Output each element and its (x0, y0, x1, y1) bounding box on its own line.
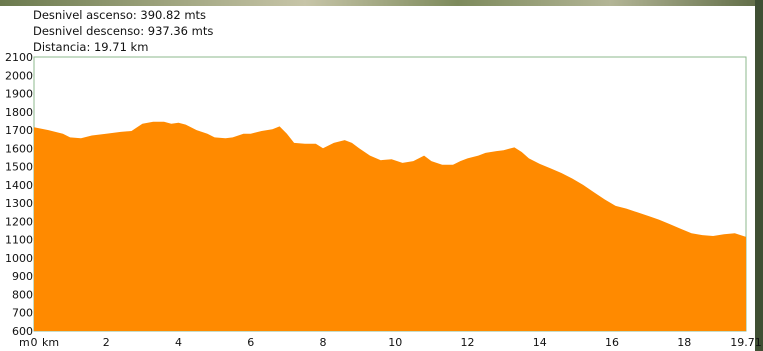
y-axis-unit-label: m (19, 336, 30, 349)
x-axis-ticks: 0 2 4 6 8 10 12 14 16 18 19.71 (31, 336, 762, 349)
y-tick-label: 1800 (5, 106, 33, 119)
y-tick-label: 1400 (5, 179, 33, 192)
y-tick-label: 1900 (5, 88, 33, 101)
background-photo-edge (755, 0, 763, 351)
y-tick-label: 900 (12, 270, 33, 283)
y-tick-label: 600 (12, 325, 33, 338)
distance-stat: Distancia: 19.71 km (33, 40, 149, 54)
x-tick-label: 2 (103, 336, 110, 349)
y-tick-label: 1200 (5, 215, 33, 228)
y-tick-label: 800 (12, 288, 33, 301)
elevation-area (34, 121, 746, 331)
y-tick-label: 1100 (5, 234, 33, 247)
y-tick-label: 1500 (5, 161, 33, 174)
x-tick-label: 14 (533, 336, 547, 349)
x-tick-label: 4 (175, 336, 182, 349)
background-photo-strip (0, 0, 763, 6)
y-tick-label: 700 (12, 307, 33, 320)
y-tick-label: 2100 (5, 51, 33, 64)
y-tick-label: 2000 (5, 69, 33, 82)
x-tick-label: 6 (247, 336, 254, 349)
descent-stat: Desnivel descenso: 937.36 mts (33, 24, 214, 38)
x-tick-label: 16 (605, 336, 619, 349)
x-tick-label: 12 (460, 336, 474, 349)
ascent-stat: Desnivel ascenso: 390.82 mts (33, 8, 207, 22)
x-tick-label: 8 (319, 336, 326, 349)
x-tick-label: 19.71 (730, 336, 762, 349)
x-tick-label: 10 (388, 336, 402, 349)
y-tick-label: 1600 (5, 142, 33, 155)
y-tick-label: 1700 (5, 124, 33, 137)
route-stats: Desnivel ascenso: 390.82 mts Desnivel de… (33, 7, 213, 55)
y-tick-label: 1000 (5, 252, 33, 265)
x-tick-label: 0 (31, 336, 38, 349)
y-axis-ticks: 600 700 800 900 1000 1100 1200 1300 1400 1500 1600… (5, 51, 33, 338)
y-tick-label: 1300 (5, 197, 33, 210)
x-tick-label: 18 (677, 336, 691, 349)
x-axis-unit-label: km (42, 336, 59, 349)
